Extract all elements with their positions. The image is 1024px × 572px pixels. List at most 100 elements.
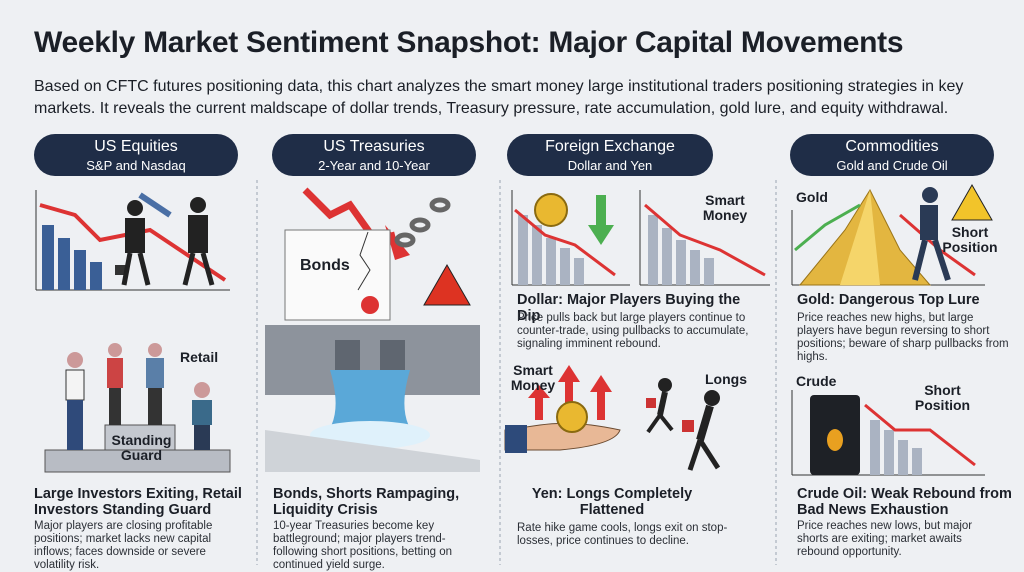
yen-chart-shape — [528, 385, 550, 398]
illustration-label: Bonds — [300, 257, 350, 274]
illustration-label: Longs — [705, 371, 747, 387]
column-title: US Treasuries — [323, 138, 425, 155]
dollar-chart-shape — [596, 195, 606, 225]
dollar-chart-shape — [546, 238, 556, 285]
section-body: 10-year Treasuries become key battlegrou… — [273, 520, 452, 571]
yen-chart-shape — [504, 422, 621, 451]
treasuries-chart-shape — [409, 217, 431, 233]
dollar-chart-shape — [676, 240, 686, 285]
yen-chart-shape — [535, 395, 543, 420]
gold-chart-shape — [932, 239, 951, 281]
yen-chart — [504, 365, 721, 471]
equities-chart-shape — [182, 252, 196, 286]
gold-chart — [791, 183, 993, 286]
crude-chart-shape — [912, 448, 922, 475]
dollar-chart-shape — [514, 208, 616, 277]
illustration-label: Crude — [796, 373, 837, 389]
yen-chart-shape — [558, 365, 580, 382]
retail-crowd — [44, 343, 231, 473]
equities-chart-shape — [190, 197, 206, 213]
yen-chart-shape — [687, 439, 703, 471]
dollar-chart-shape — [532, 225, 542, 285]
column-header: Commodities Gold and Crude Oil — [790, 134, 994, 176]
yen-chart-shape — [505, 425, 527, 453]
retail-crowd-shape — [104, 424, 176, 451]
separator — [256, 180, 777, 565]
section-body: Price reaches new lows, but major shorts… — [797, 520, 973, 558]
treasuries-chart-shape — [423, 263, 471, 306]
retail-crowd-shape — [148, 343, 162, 357]
illustration-label: Gold — [796, 189, 828, 205]
dollar-chart-shape — [588, 225, 614, 245]
equities-chart — [35, 190, 230, 291]
equities-chart-shape — [138, 192, 172, 218]
dollar-chart-shape — [690, 250, 700, 285]
gold-chart-shape — [912, 239, 928, 281]
equities-chart-shape — [39, 203, 227, 282]
dollar-chart-shape — [704, 258, 714, 285]
retail-crowd-shape — [194, 382, 210, 398]
column-subtitle: Gold and Crude Oil — [836, 158, 948, 173]
equities-chart-shape — [90, 262, 102, 290]
yen-chart-shape — [696, 404, 714, 442]
yen-chart-shape — [704, 390, 720, 406]
equities-chart-shape — [42, 225, 54, 290]
retail-crowd-shape — [109, 388, 121, 425]
treasuries-chart-shape — [361, 296, 379, 314]
dollar-chart-shape — [648, 215, 658, 285]
section-heading: Yen: Longs Completely Flattened — [531, 486, 693, 518]
section-body: Rate hike game cools, longs exit on stop… — [517, 522, 728, 547]
column-title: US Equities — [94, 138, 178, 155]
equities-chart-shape — [74, 250, 86, 290]
gold-chart-shape — [951, 183, 993, 221]
retail-crowd-shape — [65, 369, 85, 401]
equities-chart-shape — [200, 252, 215, 286]
treasuries-chart — [265, 187, 480, 472]
section-heading: Bonds, Shorts Rampaging, Liquidity Crisi… — [273, 486, 460, 518]
section-body: Major players are closing profitable pos… — [34, 520, 213, 571]
column-header: Foreign Exchange Dollar and Yen — [507, 134, 713, 176]
equities-chart-shape — [125, 218, 145, 253]
equities-chart-shape — [121, 252, 133, 286]
illustration-label: Retail — [180, 349, 219, 365]
retail-crowd-shape — [67, 352, 83, 368]
retail-crowd-shape — [146, 358, 164, 388]
subtitle: Based on CFTC futures positioning data, … — [34, 78, 964, 117]
yen-chart-shape — [597, 390, 605, 420]
equities-chart-shape — [115, 265, 127, 275]
dollar-chart-shape — [574, 258, 584, 285]
column-title: Commodities — [845, 138, 939, 155]
retail-crowd-shape — [108, 343, 122, 357]
dollar-chart-shape — [560, 248, 570, 285]
dollar-chart-shape — [644, 203, 766, 277]
retail-crowd-shape — [107, 358, 123, 388]
gold-chart-shape — [920, 205, 938, 240]
dollar-chart-shape — [518, 215, 528, 285]
crude-chart-shape — [864, 403, 976, 467]
illustration-label: Standing Guard — [111, 432, 172, 463]
dollar-chart — [511, 190, 770, 286]
column-subtitle: S&P and Nasdaq — [86, 158, 186, 173]
section-body: Price reaches new highs, but large playe… — [797, 312, 1009, 363]
treasuries-chart-shape — [357, 231, 371, 291]
yen-chart-shape — [697, 438, 721, 470]
dollar-chart-shape — [662, 228, 672, 285]
treasuries-chart-shape — [394, 197, 451, 248]
crude-chart-shape — [898, 440, 908, 475]
column-subtitle: 2-Year and 10-Year — [318, 158, 430, 173]
treasuries-chart-shape — [265, 325, 480, 395]
yen-chart-shape — [682, 420, 694, 432]
treasuries-chart-shape — [265, 430, 480, 472]
section-body: Price pulls back but large players conti… — [517, 312, 749, 350]
crude-chart — [791, 390, 985, 476]
section-heading: Dollar: Major Players Buying the Dip — [517, 292, 741, 324]
crude-chart-shape — [870, 420, 880, 475]
gold-chart-shape — [794, 203, 861, 252]
crude-chart-shape — [827, 429, 843, 451]
gold-chart-shape — [922, 187, 938, 203]
gold-chart-shape — [840, 190, 880, 285]
equities-chart-shape — [137, 252, 151, 286]
equities-chart-shape — [188, 215, 208, 253]
